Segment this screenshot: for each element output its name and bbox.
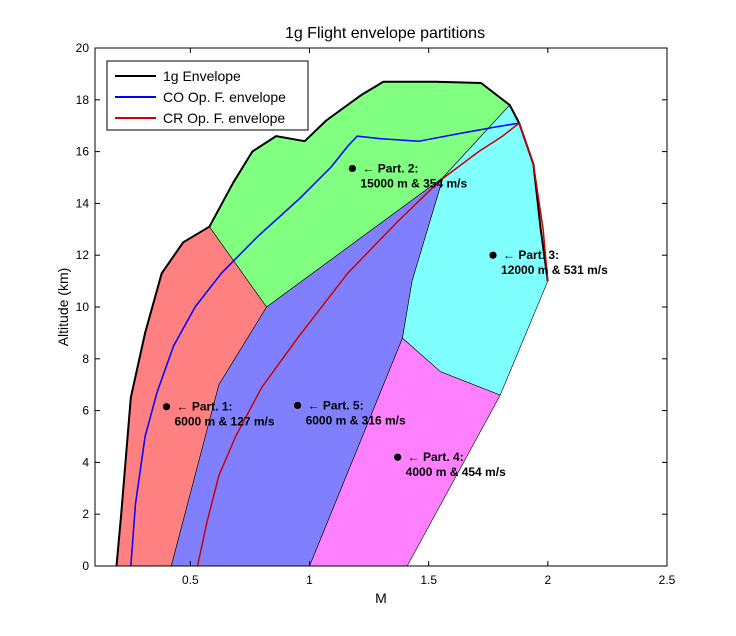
partition-label-3: ← Part. 3: [503, 248, 559, 262]
y-tick-label: 16 [76, 145, 90, 159]
x-tick-label: 0.5 [182, 573, 199, 587]
partition-label-1: ← Part. 1: [177, 400, 233, 414]
x-tick-label: 2.5 [659, 573, 676, 587]
partition-markers: ← Part. 1:6000 m & 127 m/s ← Part. 2:1500… [162, 161, 608, 479]
partition-point-2 [348, 164, 356, 173]
series-line-1 [115, 80, 549, 567]
partition-values-1: 6000 m & 127 m/s [175, 415, 275, 429]
y-tick-label: 12 [76, 248, 90, 262]
series-lines [115, 80, 549, 567]
x-axis-label: M [375, 590, 387, 606]
partition-point-5 [293, 401, 302, 410]
chart-title: 1g Flight envelope partitions [285, 25, 485, 42]
legend-label-3: CR Op. F. envelope [163, 110, 285, 126]
y-tick-label: 10 [76, 300, 90, 314]
axis-ticks: 0.5 1 1.5 2 2.5 0 2 4 6 8 10 12 14 16 18 20 [76, 41, 676, 587]
series-line-2 [130, 122, 520, 567]
legend-label-2: CO Op. F. envelope [163, 89, 286, 105]
y-tick-label: 20 [76, 41, 90, 55]
y-tick-label: 14 [76, 196, 90, 210]
y-tick-label: 0 [82, 559, 89, 573]
legend: 1g Envelope CO Op. F. envelope CR Op. F. e… [106, 60, 309, 131]
legend-label-1: 1g Envelope [163, 68, 241, 84]
partition-values-4: 4000 m & 454 m/s [406, 465, 506, 479]
partition-label-2: ← Part. 2: [362, 161, 418, 175]
partition-regions [116, 81, 549, 567]
y-tick-label: 18 [76, 93, 90, 107]
y-tick-label: 8 [82, 352, 89, 366]
partition-values-5: 6000 m & 316 m/s [306, 413, 406, 427]
y-tick-label: 6 [82, 404, 89, 418]
partition-point-3 [489, 251, 497, 259]
partition-values-2: 15000 m & 354 m/s [360, 176, 467, 190]
y-tick-label: 4 [82, 455, 89, 469]
y-tick-label: 2 [82, 507, 89, 521]
partition-point-4 [394, 453, 402, 461]
series-line-3 [196, 122, 549, 567]
x-tick-label: 1 [306, 573, 313, 587]
partition-point-1 [162, 403, 171, 411]
region-part-5 [170, 176, 444, 567]
y-axis-label: Altitude (km) [55, 268, 71, 347]
partition-label-4: ← Part. 4: [408, 450, 464, 464]
partition-values-3: 12000 m & 531 m/s [501, 263, 608, 277]
partition-label-5: ← Part. 5: [308, 398, 364, 412]
x-tick-label: 2 [544, 573, 551, 587]
x-tick-label: 1.5 [420, 573, 437, 587]
